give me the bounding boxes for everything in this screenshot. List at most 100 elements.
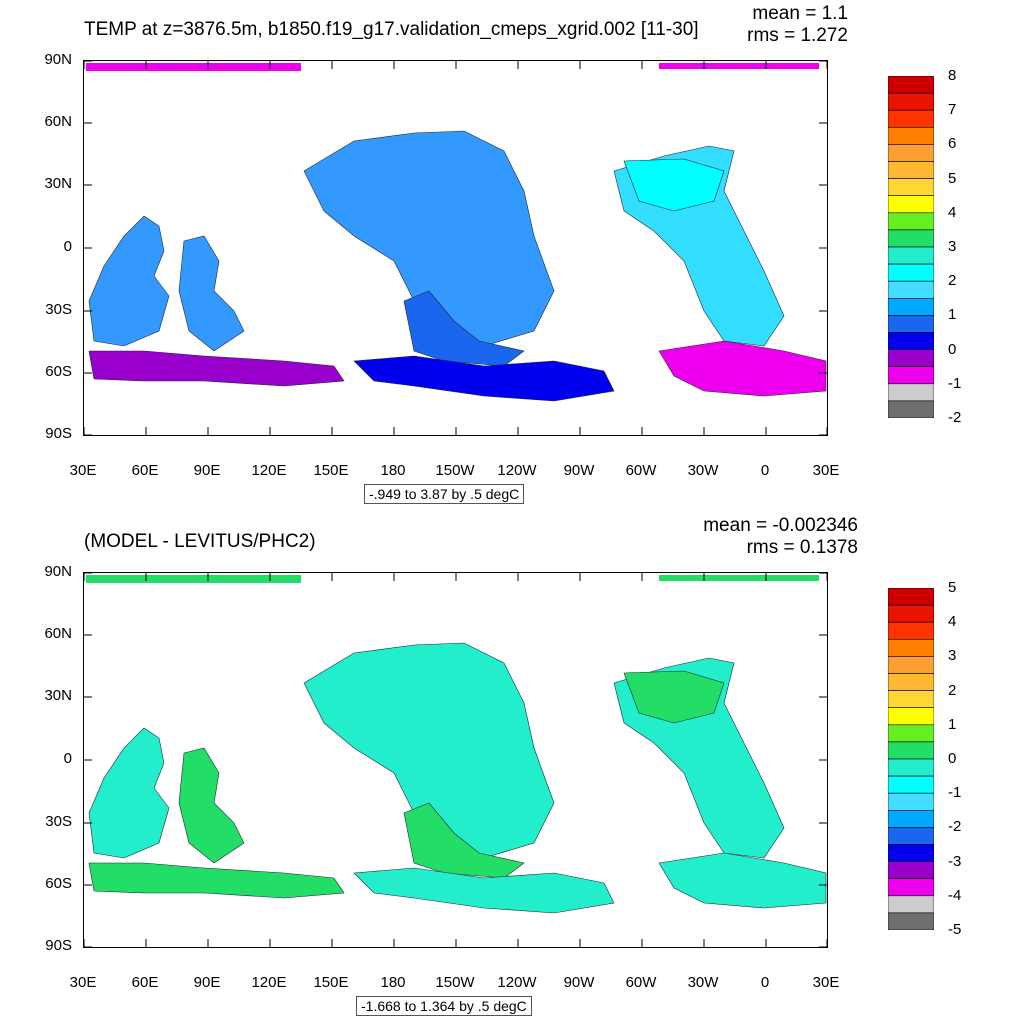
colorbar-segment xyxy=(888,792,934,811)
ocean-region xyxy=(658,340,827,397)
colorbar-segment xyxy=(888,298,934,316)
colorbar-segment xyxy=(888,912,934,930)
colorbar-tick-label: 4 xyxy=(948,203,957,221)
colorbar-segment xyxy=(888,315,934,333)
colorbar-segment xyxy=(888,383,934,402)
colorbar-tick-label: -2 xyxy=(948,409,962,426)
lat-tick-label: 60N xyxy=(44,113,72,130)
colorbar-segment xyxy=(888,92,934,111)
colorbar-segment xyxy=(888,212,934,231)
colorbar-tick-label: 0 xyxy=(948,340,957,358)
ocean-region xyxy=(303,130,555,347)
lon-tick-label: 30E xyxy=(69,462,97,479)
colorbar-segment xyxy=(888,161,934,179)
lat-tick-label: 90S xyxy=(45,937,72,954)
map-plot xyxy=(83,60,828,436)
colorbar-tick-label: 5 xyxy=(948,169,957,187)
lat-tick-label: 90N xyxy=(44,51,72,68)
arctic-region xyxy=(86,575,301,583)
colorbar-segment xyxy=(888,604,934,623)
map-svg xyxy=(84,61,827,435)
colorbar-tick-label: 3 xyxy=(948,238,957,255)
contour-range-label: -.949 to 3.87 by .5 degC xyxy=(364,484,525,504)
colorbar-tick-label: -1 xyxy=(948,784,962,802)
rms-value: rms = 1.272 xyxy=(747,25,848,46)
colorbar-segment xyxy=(888,400,934,418)
lon-tick-label: 0 xyxy=(760,462,770,479)
colorbar-tick-label: 4 xyxy=(948,613,957,631)
map-svg xyxy=(84,573,827,947)
colorbar-tick-label: -2 xyxy=(948,818,962,836)
colorbar-segment xyxy=(888,332,934,350)
colorbar-tick-label: 7 xyxy=(948,101,957,119)
colorbar-segment xyxy=(888,878,934,897)
mean-value: mean = -0.002346 xyxy=(703,515,858,536)
colorbar-tick-label: 3 xyxy=(948,647,957,665)
colorbar-segment xyxy=(888,588,934,606)
colorbar-tick-label: 1 xyxy=(948,715,957,733)
mean-value: mean = 1.1 xyxy=(752,3,848,24)
colorbar-segment xyxy=(888,144,934,162)
colorbar-tick-label: 8 xyxy=(948,67,957,84)
colorbar-segment xyxy=(888,126,934,145)
ocean-region xyxy=(178,235,245,352)
colorbar xyxy=(888,588,934,930)
lat-tick-label: 30N xyxy=(44,175,72,192)
lon-tick-label: 60W xyxy=(625,462,657,479)
colorbar-segment xyxy=(888,707,934,726)
colorbar-segment xyxy=(888,280,934,299)
lat-tick-label: 0 xyxy=(63,750,72,767)
colorbar-tick-label: -1 xyxy=(948,374,962,392)
colorbar-tick-label: -4 xyxy=(948,886,962,904)
colorbar-segment xyxy=(888,673,934,691)
arctic-region xyxy=(659,575,819,581)
lon-tick-label: 120W xyxy=(497,462,537,479)
lon-tick-label: 120W xyxy=(497,974,537,991)
lon-tick-label: 30W xyxy=(687,462,719,479)
lon-tick-label: 30E xyxy=(69,974,97,991)
ocean-region xyxy=(623,670,725,724)
ocean-region xyxy=(88,350,345,387)
colorbar-tick-label: 0 xyxy=(948,750,957,767)
colorbar-segment xyxy=(888,741,934,760)
temp-panel: TEMP at z=3876.5m, b1850.f19_g17.validat… xyxy=(44,3,962,504)
lon-tick-label: 180 xyxy=(380,462,406,479)
lon-tick-label: 150E xyxy=(313,974,349,991)
lon-tick-label: 60W xyxy=(625,974,657,991)
lat-tick-label: 90S xyxy=(45,425,72,442)
lon-tick-label: 0 xyxy=(760,974,770,991)
colorbar xyxy=(888,76,934,418)
ocean-region xyxy=(623,158,725,212)
colorbar-tick-label: 2 xyxy=(948,681,957,699)
arctic-region xyxy=(659,63,819,69)
lat-tick-label: 0 xyxy=(63,238,72,255)
ocean-region xyxy=(403,802,525,879)
colorbar-segment xyxy=(888,844,934,862)
lon-tick-label: 150W xyxy=(435,462,475,479)
lon-tick-label: 180 xyxy=(380,974,406,991)
colorbar-segment xyxy=(888,758,934,777)
lon-tick-label: 30E xyxy=(812,974,840,991)
colorbar-tick-label: -3 xyxy=(948,852,962,870)
colorbar-segment xyxy=(888,366,934,385)
colorbar-segment xyxy=(888,263,934,282)
colorbar-tick-label: 6 xyxy=(948,135,957,153)
colorbar-segment xyxy=(888,724,934,743)
colorbar-segment xyxy=(888,229,934,248)
ocean-region xyxy=(658,852,827,909)
colorbar-segment xyxy=(888,895,934,914)
colorbar-tick-label: 1 xyxy=(948,306,957,324)
colorbar-tick-label: -5 xyxy=(948,921,962,938)
colorbar-segment xyxy=(888,775,934,794)
colorbar-segment xyxy=(888,246,934,265)
difference-panel: (MODEL - LEVITUS/PHC2) mean = -0.002346 … xyxy=(0,512,1024,1024)
colorbar-segment xyxy=(888,690,934,708)
rms-value: rms = 0.1378 xyxy=(746,537,858,558)
ocean-region xyxy=(88,215,170,347)
lat-tick-label: 30S xyxy=(45,301,72,318)
colorbar-segment xyxy=(888,638,934,657)
lat-tick-label: 30S xyxy=(45,813,72,830)
ocean-region xyxy=(353,867,615,914)
plot-title: (MODEL - LEVITUS/PHC2) xyxy=(84,531,316,552)
lon-tick-label: 150E xyxy=(313,462,349,479)
